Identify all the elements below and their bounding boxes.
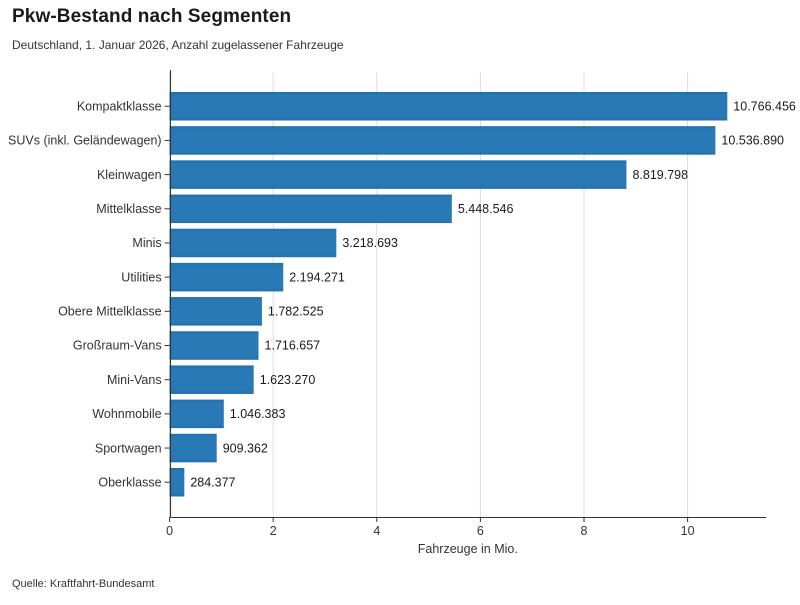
svg-text:1.782.525: 1.782.525 (268, 305, 324, 319)
svg-text:Mini-Vans: Mini-Vans (107, 373, 162, 387)
svg-text:8.819.798: 8.819.798 (632, 168, 688, 182)
svg-text:Utilities: Utilities (121, 270, 161, 284)
svg-text:1.716.657: 1.716.657 (265, 339, 321, 353)
svg-text:Minis: Minis (132, 236, 161, 250)
svg-text:Oberklasse: Oberklasse (98, 475, 161, 489)
svg-text:Obere Mittelklasse: Obere Mittelklasse (58, 305, 162, 319)
svg-text:3.218.693: 3.218.693 (342, 236, 398, 250)
svg-text:284.377: 284.377 (190, 475, 235, 489)
svg-text:4: 4 (373, 524, 380, 538)
svg-text:10: 10 (681, 524, 695, 538)
svg-text:0: 0 (166, 524, 173, 538)
svg-text:2: 2 (270, 524, 277, 538)
svg-text:6: 6 (477, 524, 484, 538)
svg-text:Kleinwagen: Kleinwagen (97, 168, 162, 182)
svg-text:SUVs (inkl. Geländewagen): SUVs (inkl. Geländewagen) (8, 134, 162, 148)
svg-text:2.194.271: 2.194.271 (289, 270, 345, 284)
svg-text:Sportwagen: Sportwagen (95, 441, 162, 455)
svg-text:1.623.270: 1.623.270 (260, 373, 316, 387)
svg-text:Großraum-Vans: Großraum-Vans (73, 339, 162, 353)
svg-text:5.448.546: 5.448.546 (458, 202, 514, 216)
svg-text:Fahrzeuge in Mio.: Fahrzeuge in Mio. (418, 542, 518, 556)
svg-text:10.536.890: 10.536.890 (721, 134, 784, 148)
svg-text:10.766.456: 10.766.456 (733, 99, 796, 113)
svg-text:Wohnmobile: Wohnmobile (92, 407, 161, 421)
svg-text:Kompaktklasse: Kompaktklasse (77, 99, 162, 113)
svg-text:Mittelklasse: Mittelklasse (96, 202, 161, 216)
svg-text:1.046.383: 1.046.383 (230, 407, 286, 421)
svg-text:909.362: 909.362 (223, 441, 268, 455)
svg-text:8: 8 (581, 524, 588, 538)
